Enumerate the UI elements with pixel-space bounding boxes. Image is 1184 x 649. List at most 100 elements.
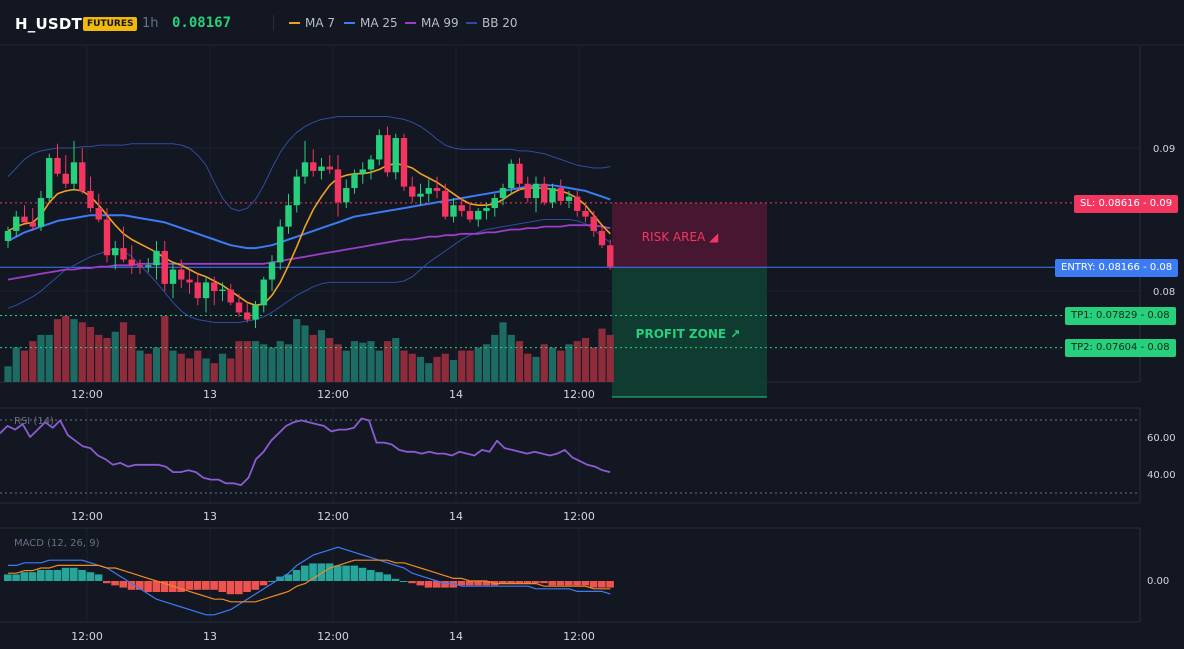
volume-bar-66 <box>548 347 557 382</box>
macd-hist-bar-65 <box>540 581 548 584</box>
candle-body-27 <box>227 289 234 303</box>
macd-hist-bar-43 <box>358 567 367 581</box>
macd-hist-bar-17 <box>144 581 152 592</box>
profit-zone <box>612 268 767 397</box>
volume-bar-37 <box>309 334 317 382</box>
candle-body-54 <box>450 205 457 217</box>
macd-hist-bar-39 <box>325 563 334 581</box>
candle-body-43 <box>359 169 366 174</box>
macd-hist-bar-5 <box>45 570 53 581</box>
macd-hist-bar-7 <box>61 567 70 581</box>
candle-body-73 <box>607 245 614 267</box>
legend-ma25-label: MA 25 <box>360 16 398 30</box>
candle-body-23 <box>194 282 201 299</box>
volume-bar-19 <box>161 316 169 382</box>
candle-body-4 <box>37 198 45 227</box>
volume-bar-30 <box>251 341 260 382</box>
candle-body-33 <box>277 226 284 263</box>
profit-zone-label: PROFIT ZONE ↗ <box>636 327 741 341</box>
time-tick-macd-4: 12:00 <box>563 630 595 643</box>
volume-bar-53 <box>441 353 449 382</box>
candle-body-5 <box>46 158 53 199</box>
volume-bar-17 <box>144 353 152 382</box>
macd-hist-bar-21 <box>177 581 185 592</box>
volume-bar-47 <box>392 338 400 382</box>
candle-body-37 <box>310 162 317 171</box>
legend-ma25[interactable]: MA 25 <box>344 16 398 30</box>
volume-bar-57 <box>474 347 482 382</box>
legend-ma99[interactable]: MA 99 <box>405 16 459 30</box>
volume-bar-62 <box>515 341 524 382</box>
bb-upper-line <box>7 116 611 212</box>
volume-bar-51 <box>425 363 433 382</box>
volume-bar-63 <box>524 353 532 382</box>
volume-bar-33 <box>276 341 284 382</box>
macd-hist-bar-3 <box>28 572 37 581</box>
candle-body-21 <box>178 269 185 280</box>
candle-body-50 <box>417 193 424 197</box>
candle-body-46 <box>384 135 391 173</box>
macd-hist-bar-0 <box>4 574 12 581</box>
volume-bar-34 <box>284 344 293 382</box>
candle-body-28 <box>235 302 243 313</box>
ma7-line <box>7 162 611 307</box>
volume-bar-6 <box>53 319 62 382</box>
volume-bar-24 <box>202 358 210 382</box>
volume-bar-12 <box>103 338 111 382</box>
candle-body-64 <box>532 183 540 199</box>
candle-body-2 <box>21 216 28 223</box>
macd-hist-bar-46 <box>383 574 392 581</box>
macd-hist-bar-70 <box>581 581 590 586</box>
time-tick-rsi-4: 12:00 <box>563 510 595 523</box>
volume-bar-70 <box>581 338 590 382</box>
timeframe-label[interactable]: 1h <box>142 16 159 31</box>
volume-bar-18 <box>152 347 161 382</box>
macd-hist-bar-30 <box>251 581 260 590</box>
macd-line <box>8 546 611 616</box>
volume-bar-42 <box>350 341 359 382</box>
time-tick-macd-1: 13 <box>203 630 217 643</box>
time-tick-main-4: 12:00 <box>563 388 595 401</box>
candle-body-29 <box>244 312 251 320</box>
symbol-label[interactable]: H_USDT <box>15 15 82 33</box>
bb20-swatch <box>466 22 477 24</box>
volume-bar-54 <box>449 360 458 382</box>
macd-hist-bar-9 <box>78 570 86 581</box>
last-price: 0.08167 <box>172 15 232 31</box>
time-tick-rsi-2: 12:00 <box>317 510 349 523</box>
candle-body-47 <box>392 137 399 173</box>
volume-bar-20 <box>169 350 177 382</box>
macd-hist-bar-61 <box>507 581 515 584</box>
volume-bar-52 <box>433 356 441 382</box>
candle-body-7 <box>62 173 69 184</box>
candle-body-48 <box>400 137 408 187</box>
volume-bar-69 <box>573 341 581 382</box>
candle-body-1 <box>13 216 20 231</box>
volume-bar-16 <box>136 350 144 382</box>
macd-hist-bar-29 <box>243 581 251 592</box>
risk-area-label: RISK AREA ◢ <box>642 230 719 244</box>
candle-body-67 <box>557 188 564 201</box>
time-tick-main-1: 13 <box>203 388 217 401</box>
legend-ma99-label: MA 99 <box>421 16 459 30</box>
bb-lower-line <box>7 219 611 323</box>
candle-body-53 <box>442 190 449 217</box>
volume-bar-28 <box>235 341 243 382</box>
macd-hist-bar-69 <box>573 581 581 586</box>
legend-ma7[interactable]: MA 7 <box>289 16 335 30</box>
macd-hist-bar-67 <box>556 581 565 586</box>
macd-hist-bar-12 <box>103 581 111 584</box>
legend-bb20[interactable]: BB 20 <box>466 16 518 30</box>
macd-hist-bar-28 <box>235 581 243 595</box>
volume-bar-8 <box>70 319 78 382</box>
volume-bar-39 <box>326 338 334 382</box>
volume-bar-40 <box>334 344 342 382</box>
candle-body-26 <box>219 289 226 291</box>
legend-ma7-label: MA 7 <box>305 16 336 30</box>
macd-hist-bar-10 <box>86 572 95 581</box>
rsi-title: RSI (14) <box>14 416 54 427</box>
candle-body-42 <box>351 173 358 189</box>
macd-hist-bar-48 <box>400 581 408 582</box>
macd-hist-bar-2 <box>20 572 29 581</box>
